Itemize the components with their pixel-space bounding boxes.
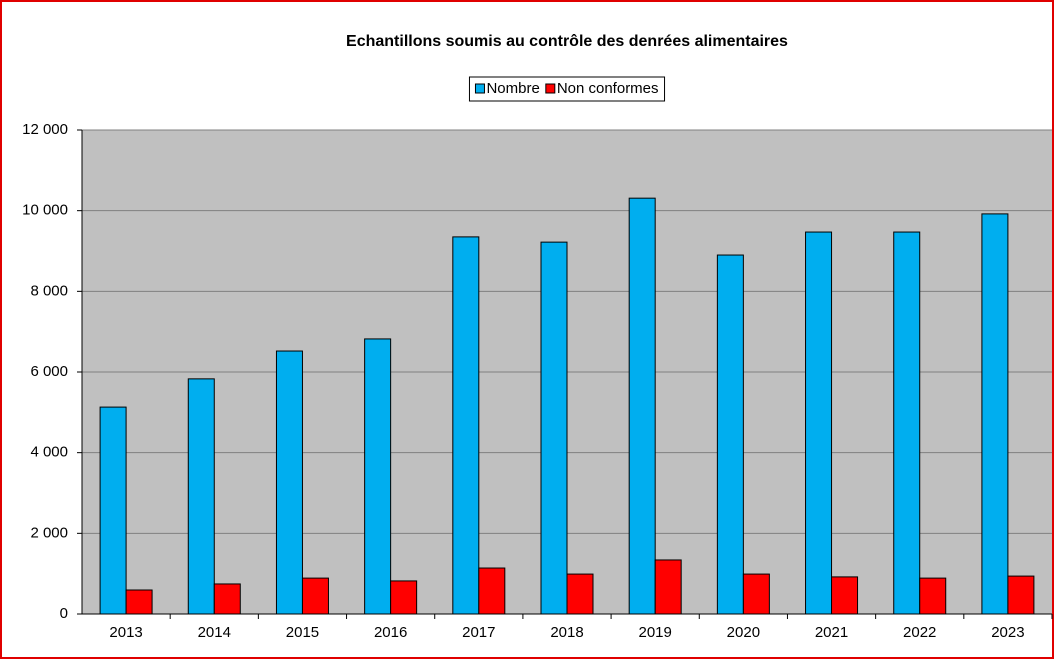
bar (213, 583, 241, 615)
bar (1007, 575, 1035, 615)
legend-swatch (545, 83, 556, 94)
bar (831, 576, 859, 615)
bar (805, 231, 833, 615)
x-tick-label: 2017 (462, 624, 495, 641)
x-tick-label: 2015 (286, 624, 319, 641)
bar (125, 589, 153, 615)
y-tick-label: 6 000 (30, 363, 68, 380)
y-tick-label: 4 000 (30, 444, 68, 461)
bar (654, 559, 682, 615)
x-tick-label: 2016 (374, 624, 407, 641)
x-tick-label: 2021 (815, 624, 848, 641)
x-tick-label: 2013 (109, 624, 142, 641)
bar (390, 580, 418, 615)
bar (893, 231, 921, 615)
bar (566, 573, 594, 615)
x-tick-label: 2020 (727, 624, 760, 641)
y-tick-label: 10 000 (22, 202, 68, 219)
y-tick-label: 12 000 (22, 121, 68, 138)
x-tick-label: 2018 (550, 624, 583, 641)
bar (364, 338, 392, 615)
bar (919, 577, 947, 615)
x-tick-label: 2023 (991, 624, 1024, 641)
y-tick-label: 8 000 (30, 282, 68, 299)
legend-box (468, 76, 666, 102)
x-tick-label: 2014 (198, 624, 231, 641)
y-tick-label: 2 000 (30, 524, 68, 541)
legend-label: Non conformes (557, 80, 659, 97)
bar (742, 573, 770, 615)
y-tick-label: 0 (60, 605, 68, 622)
chart-title: Echantillons soumis au contrôle des denr… (346, 33, 788, 50)
bar (275, 350, 303, 615)
bar (478, 567, 506, 615)
bar (716, 254, 744, 615)
legend-swatch (474, 83, 485, 94)
bar (187, 378, 215, 615)
bar (628, 197, 656, 615)
bar (452, 236, 480, 615)
x-tick-label: 2022 (903, 624, 936, 641)
legend-label: Nombre (486, 80, 539, 97)
x-tick-label: 2019 (638, 624, 671, 641)
bar (981, 213, 1009, 615)
bar (540, 241, 568, 615)
bar (301, 577, 329, 615)
bar (99, 406, 127, 615)
